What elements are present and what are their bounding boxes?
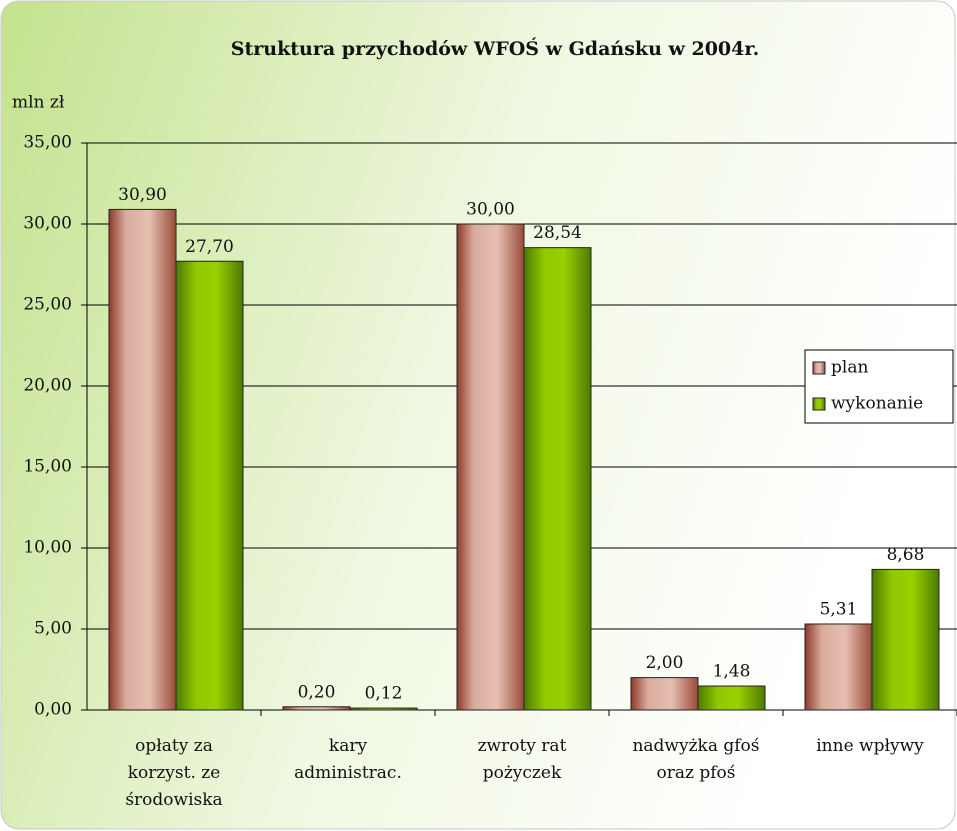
x-tick-line: inne wpływy bbox=[816, 736, 924, 756]
x-tick-label: nadwyżka gfoś oraz pfoś bbox=[632, 736, 759, 783]
y-tick-label: 30,00 bbox=[23, 214, 72, 234]
data-label: 28,54 bbox=[533, 223, 582, 243]
legend-label: wykonanie bbox=[831, 394, 923, 414]
x-tick-label: inne wpływy bbox=[816, 736, 924, 756]
x-tick-line: pożyczek bbox=[483, 763, 562, 783]
y-axis-label: mln zł bbox=[12, 93, 65, 113]
legend-box bbox=[804, 349, 954, 424]
data-label: 0,20 bbox=[298, 682, 336, 702]
x-tick-line: opłaty za bbox=[135, 736, 213, 756]
bar bbox=[175, 260, 244, 711]
data-label: 2,00 bbox=[646, 653, 684, 673]
bar bbox=[456, 223, 525, 711]
data-label: 0,12 bbox=[365, 684, 403, 704]
legend-swatch bbox=[812, 397, 826, 411]
y-tick-label: 0,00 bbox=[34, 700, 72, 720]
bar bbox=[282, 706, 351, 711]
y-tick-label: 15,00 bbox=[23, 457, 72, 477]
data-label: 1,48 bbox=[713, 662, 751, 682]
data-label: 8,68 bbox=[887, 545, 925, 565]
y-tick-label: 35,00 bbox=[23, 133, 72, 153]
x-tick-label: kary administrac. bbox=[294, 736, 402, 783]
data-label: 30,00 bbox=[466, 200, 515, 220]
x-tick-line: kary bbox=[329, 736, 368, 756]
legend-swatch bbox=[812, 361, 826, 375]
y-tick-label: 20,00 bbox=[23, 376, 72, 396]
legend-label: plan bbox=[831, 358, 868, 378]
x-tick-line: administrac. bbox=[294, 763, 402, 783]
x-tick-line: środowiska bbox=[125, 790, 222, 810]
bar bbox=[804, 623, 873, 711]
y-tick-label: 10,00 bbox=[23, 538, 72, 558]
x-tick-line: oraz pfoś bbox=[657, 763, 736, 783]
chart-title: Struktura przychodów WFOŚ w Gdańsku w 20… bbox=[231, 37, 759, 60]
y-tick-label: 25,00 bbox=[23, 295, 72, 315]
bar bbox=[349, 707, 418, 711]
bar bbox=[697, 685, 766, 711]
data-label: 5,31 bbox=[820, 599, 858, 619]
bar bbox=[523, 247, 592, 711]
bar bbox=[871, 568, 940, 711]
x-tick-line: zwroty rat bbox=[478, 736, 567, 756]
data-label: 27,70 bbox=[185, 237, 234, 257]
bar bbox=[630, 677, 699, 711]
x-tick-line: nadwyżka gfoś bbox=[632, 736, 759, 756]
bar bbox=[108, 208, 177, 711]
data-label: 30,90 bbox=[118, 185, 167, 205]
x-tick-label: opłaty za korzyst. ze środowiska bbox=[125, 736, 222, 810]
y-tick-label: 5,00 bbox=[34, 619, 72, 639]
x-tick-label: zwroty rat pożyczek bbox=[478, 736, 567, 783]
x-tick-line: korzyst. ze bbox=[128, 763, 221, 783]
